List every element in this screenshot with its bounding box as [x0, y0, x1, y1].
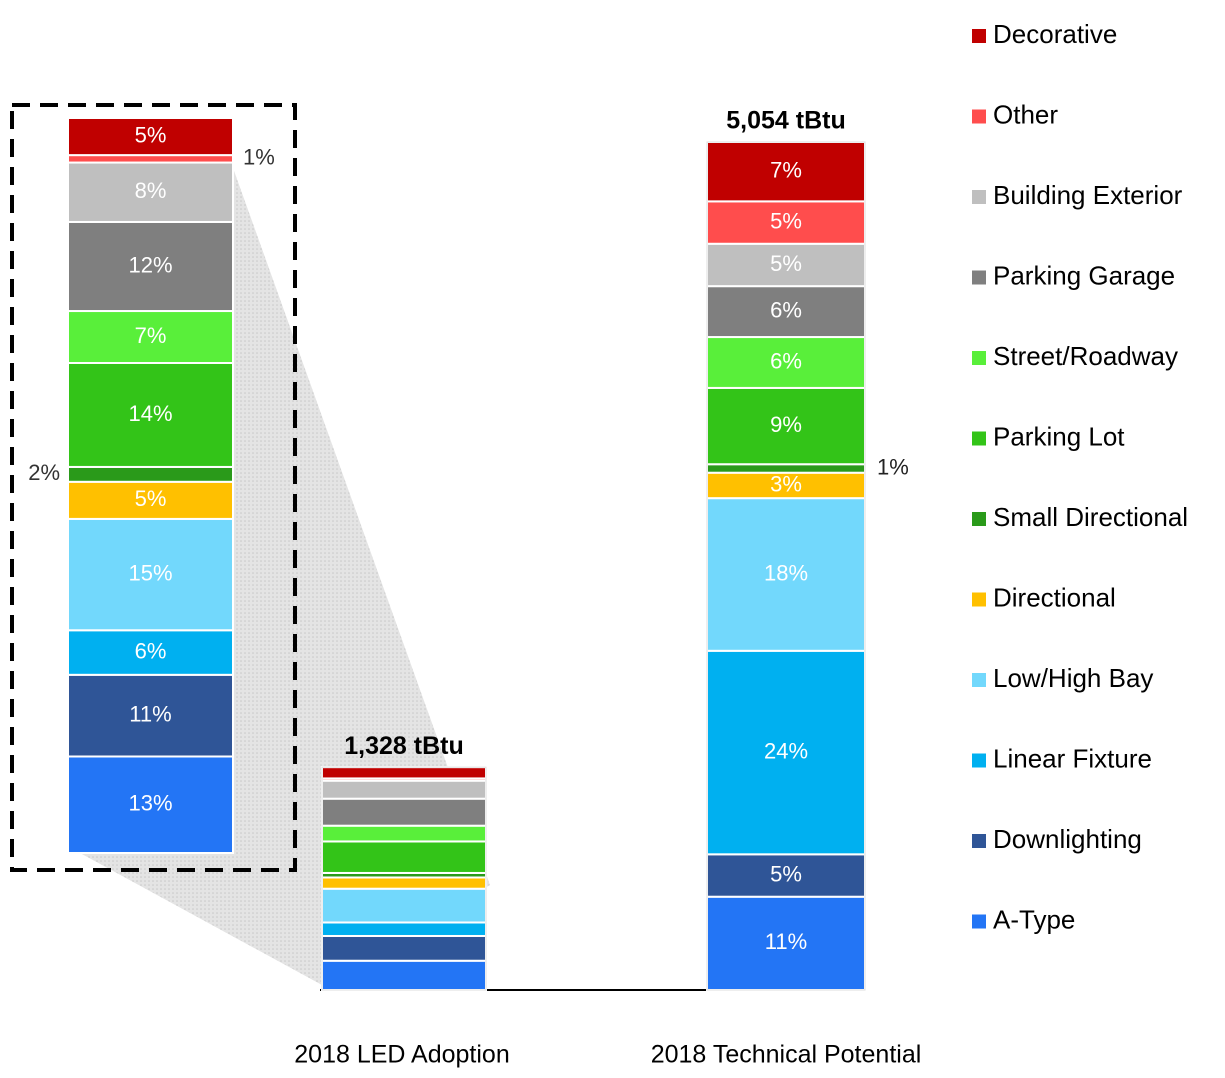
bar-segment: [706, 141, 866, 203]
data-label: 18%: [764, 560, 808, 585]
zoom-box: [10, 103, 297, 872]
zoom-segment: [67, 629, 234, 676]
data-label: 6%: [770, 297, 802, 322]
data-label: 8%: [135, 178, 167, 203]
bar-segment: [321, 779, 487, 800]
bar-segment: [706, 649, 866, 856]
zoom-segment: [67, 117, 234, 157]
legend-label: Linear Fixture: [993, 743, 1152, 773]
total-label: 1,328 tBtu: [344, 732, 463, 760]
bar-segment: [321, 934, 487, 962]
bar-segment: [706, 336, 866, 389]
legend-swatch: [972, 270, 986, 285]
legend-label: Decorative: [993, 19, 1117, 49]
bar-segment: [321, 876, 487, 890]
legend-label: A-Type: [993, 904, 1075, 934]
legend-swatch: [972, 592, 986, 607]
data-label: 1%: [243, 145, 275, 170]
zoom-segment: [67, 154, 234, 164]
legend-swatch: [972, 109, 986, 124]
legend-label: Street/Roadway: [993, 341, 1178, 371]
zoom-segment: [67, 362, 234, 468]
data-label: 6%: [770, 348, 802, 373]
zoom-segment: [67, 755, 234, 855]
x-tick-label: 2018 LED Adoption: [294, 1041, 509, 1069]
legend-swatch: [972, 190, 986, 204]
legend-label: Low/High Bay: [993, 663, 1153, 693]
data-label: 5%: [135, 486, 167, 511]
legend-swatch: [972, 431, 986, 446]
zoom-segment: [67, 161, 234, 223]
bar-segment: [321, 887, 487, 924]
legend-swatch: [972, 512, 986, 526]
data-label: 1%: [877, 454, 909, 479]
legend-label: Parking Garage: [993, 260, 1175, 290]
legend-label: Small Directional: [993, 502, 1188, 532]
total-label: 5,054 tBtu: [726, 107, 845, 135]
legend-swatch: [972, 753, 986, 768]
bar-segment: [321, 797, 487, 827]
bar-segment: [321, 921, 487, 937]
bar-total: [321, 766, 487, 991]
bar-segment: [706, 853, 866, 898]
data-label: 24%: [764, 738, 808, 763]
legend-label: Building Exterior: [993, 180, 1183, 210]
data-label: 9%: [770, 412, 802, 437]
data-label: 11%: [765, 929, 807, 954]
x-tick-label: 2018 Technical Potential: [651, 1041, 922, 1069]
data-label: 3%: [770, 471, 802, 496]
zoom-segment: [67, 220, 234, 313]
zoom-segment: [67, 517, 234, 632]
bar-segment: [321, 766, 487, 780]
legend-swatch: [972, 914, 986, 929]
data-label: 6%: [135, 638, 167, 663]
zoom-segment: [67, 310, 234, 364]
bar-segment: [706, 386, 866, 466]
legend-label: Directional: [993, 582, 1116, 612]
data-label: 14%: [128, 401, 172, 426]
data-label: 12%: [128, 252, 172, 277]
legend-label: Parking Lot: [993, 421, 1125, 451]
legend-label: Other: [993, 99, 1058, 129]
bar-segment: [706, 463, 866, 474]
legend-swatch: [972, 29, 986, 43]
data-label: 5%: [135, 122, 167, 147]
bar-segment: [321, 959, 487, 991]
data-label: 5%: [770, 861, 802, 886]
data-label: 7%: [770, 157, 802, 182]
bar-total: [706, 141, 866, 991]
data-label: 15%: [128, 560, 172, 585]
data-label: 5%: [770, 208, 802, 233]
data-label: 5%: [770, 251, 802, 276]
legend-swatch: [972, 834, 986, 848]
data-label: 2%: [28, 460, 60, 485]
bar-segment: [321, 840, 487, 874]
legend-swatch: [972, 351, 986, 365]
data-label: 11%: [129, 701, 171, 726]
legend-swatch: [972, 673, 986, 687]
zoom-segment: [67, 465, 234, 483]
legend-label: Downlighting: [993, 824, 1142, 854]
bar-segment: [321, 824, 487, 843]
data-label: 7%: [135, 323, 167, 348]
data-label: 13%: [128, 791, 172, 816]
